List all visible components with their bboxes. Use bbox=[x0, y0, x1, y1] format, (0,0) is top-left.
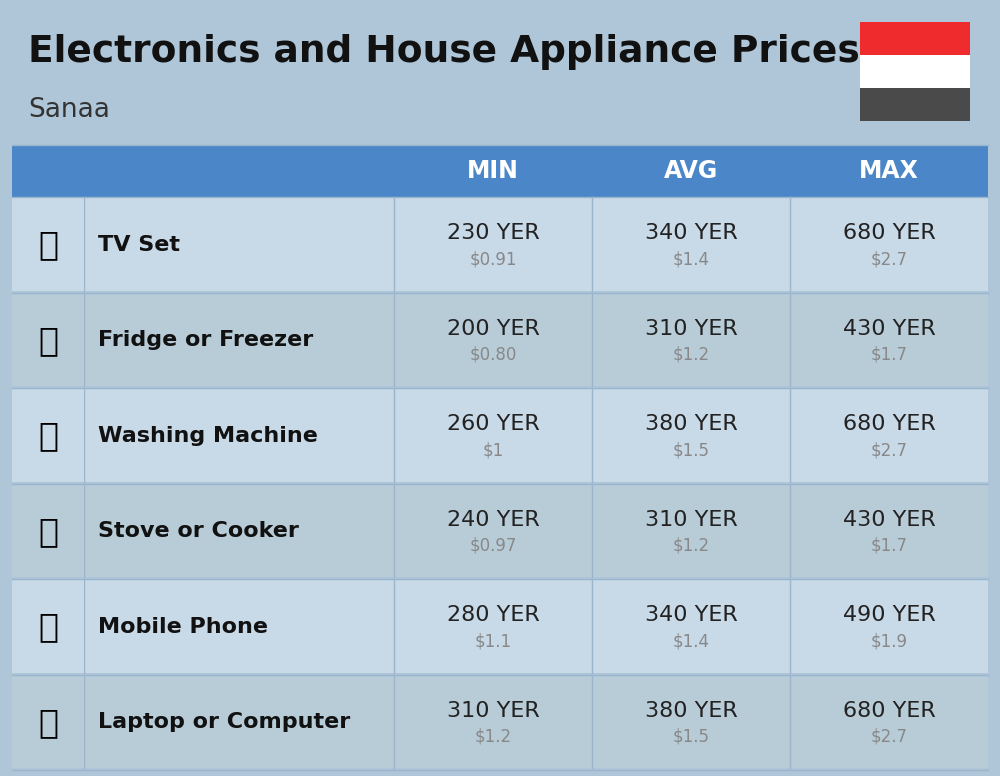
Text: $2.7: $2.7 bbox=[870, 441, 908, 459]
Bar bbox=[12, 483, 84, 577]
Text: $1.2: $1.2 bbox=[474, 728, 512, 746]
Bar bbox=[12, 293, 84, 386]
Text: $2.7: $2.7 bbox=[870, 728, 908, 746]
Text: $1.2: $1.2 bbox=[672, 345, 710, 364]
Text: $1.2: $1.2 bbox=[672, 536, 710, 555]
Bar bbox=[12, 674, 988, 768]
Bar bbox=[12, 483, 988, 577]
Text: $2.7: $2.7 bbox=[870, 250, 908, 268]
Text: $1: $1 bbox=[482, 441, 504, 459]
Text: 340 YER: 340 YER bbox=[645, 605, 737, 625]
Text: 📱: 📱 bbox=[38, 610, 58, 643]
Bar bbox=[12, 388, 988, 481]
Text: 🧊: 🧊 bbox=[38, 324, 58, 357]
Text: 230 YER: 230 YER bbox=[447, 223, 539, 244]
Text: 380 YER: 380 YER bbox=[645, 414, 737, 435]
Text: 240 YER: 240 YER bbox=[447, 510, 539, 530]
Text: 340 YER: 340 YER bbox=[645, 223, 737, 244]
Text: MIN: MIN bbox=[467, 159, 519, 183]
Text: Washing Machine: Washing Machine bbox=[98, 426, 318, 445]
Text: $1.1: $1.1 bbox=[474, 632, 512, 650]
Text: $1.5: $1.5 bbox=[672, 441, 710, 459]
Text: AVG: AVG bbox=[664, 159, 718, 183]
Bar bbox=[12, 197, 988, 290]
Text: $1.7: $1.7 bbox=[870, 345, 908, 364]
Text: 430 YER: 430 YER bbox=[843, 510, 935, 530]
Text: 260 YER: 260 YER bbox=[447, 414, 539, 435]
Text: $0.97: $0.97 bbox=[469, 536, 517, 555]
Bar bbox=[860, 22, 970, 55]
Bar bbox=[860, 88, 970, 121]
Bar bbox=[860, 55, 970, 88]
Text: 280 YER: 280 YER bbox=[447, 605, 539, 625]
Text: $0.80: $0.80 bbox=[469, 345, 517, 364]
Text: Stove or Cooker: Stove or Cooker bbox=[98, 521, 299, 541]
Bar bbox=[12, 674, 84, 768]
Bar bbox=[12, 197, 84, 290]
Text: Fridge or Freezer: Fridge or Freezer bbox=[98, 331, 313, 350]
Text: Sanaa: Sanaa bbox=[28, 97, 110, 123]
Text: 310 YER: 310 YER bbox=[447, 701, 539, 721]
Text: 🍳: 🍳 bbox=[38, 514, 58, 548]
Text: 📺: 📺 bbox=[38, 228, 58, 262]
Text: 200 YER: 200 YER bbox=[447, 319, 539, 339]
Text: TV Set: TV Set bbox=[98, 235, 180, 255]
Text: 680 YER: 680 YER bbox=[843, 701, 935, 721]
Text: $1.4: $1.4 bbox=[672, 250, 710, 268]
Text: 💻: 💻 bbox=[38, 705, 58, 739]
Text: $1.9: $1.9 bbox=[870, 632, 908, 650]
Text: $1.7: $1.7 bbox=[870, 536, 908, 555]
Bar bbox=[12, 579, 988, 673]
Bar bbox=[12, 388, 84, 481]
Text: $1.5: $1.5 bbox=[672, 728, 710, 746]
Bar bbox=[12, 579, 84, 673]
Text: 490 YER: 490 YER bbox=[843, 605, 935, 625]
Text: 🫧: 🫧 bbox=[38, 419, 58, 452]
Text: Mobile Phone: Mobile Phone bbox=[98, 617, 268, 637]
Text: 680 YER: 680 YER bbox=[843, 223, 935, 244]
Text: MAX: MAX bbox=[859, 159, 919, 183]
Text: $0.91: $0.91 bbox=[469, 250, 517, 268]
Bar bbox=[12, 293, 988, 386]
Text: 430 YER: 430 YER bbox=[843, 319, 935, 339]
Text: $1.4: $1.4 bbox=[672, 632, 710, 650]
Text: 310 YER: 310 YER bbox=[645, 510, 737, 530]
Text: Electronics and House Appliance Prices: Electronics and House Appliance Prices bbox=[28, 34, 860, 70]
Text: 380 YER: 380 YER bbox=[645, 701, 737, 721]
Bar bbox=[12, 145, 988, 197]
Text: 310 YER: 310 YER bbox=[645, 319, 737, 339]
Text: 680 YER: 680 YER bbox=[843, 414, 935, 435]
Text: Laptop or Computer: Laptop or Computer bbox=[98, 712, 350, 733]
